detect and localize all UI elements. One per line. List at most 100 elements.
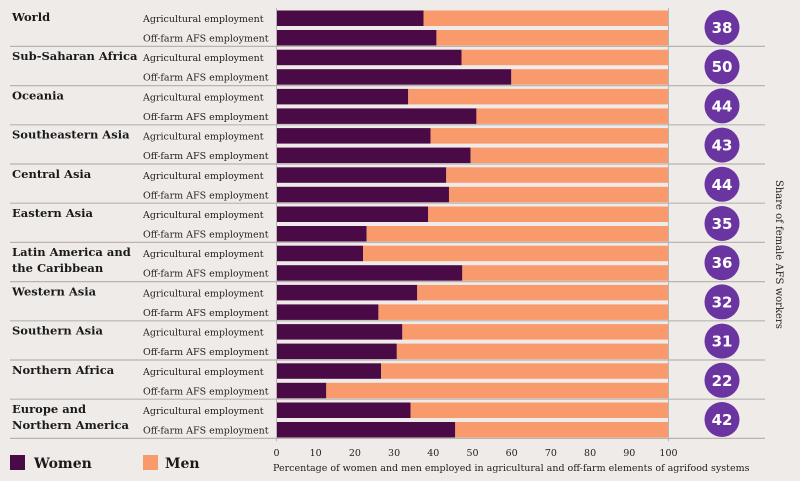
row-label: Agricultural employment — [142, 328, 264, 339]
share-badge-circle — [704, 362, 740, 398]
row-label: Agricultural employment — [142, 92, 264, 103]
share-badge: 42 — [704, 402, 740, 437]
share-badge-circle — [704, 49, 740, 85]
bar-women — [276, 49, 462, 66]
bar-women — [276, 206, 429, 222]
region-label: Eastern Asia — [12, 206, 94, 220]
bar-women — [276, 69, 512, 85]
share-badge-value: 43 — [712, 137, 733, 155]
bar-men — [326, 382, 669, 399]
row-label: Agricultural employment — [142, 14, 264, 25]
x-tick-label: 10 — [310, 448, 322, 459]
bar-women — [276, 147, 471, 164]
region-label: Northern Africa — [12, 363, 115, 377]
row-label: Off-farm AFS employment — [143, 269, 269, 280]
bar-men — [408, 88, 669, 105]
share-badge-value: 50 — [712, 58, 733, 76]
share-badge-value: 31 — [712, 333, 733, 351]
region-label: Europe and — [12, 402, 86, 416]
row-label: Off-farm AFS employment — [143, 112, 269, 123]
bar-group: Oceania Agricultural employment Off-farm A… — [12, 88, 669, 124]
share-badge-circle — [704, 88, 740, 124]
region-label: Southeastern Asia — [12, 128, 130, 142]
row-label: Agricultural employment — [142, 249, 264, 260]
bar-men — [470, 147, 669, 164]
region-label: Central Asia — [12, 167, 92, 181]
bar-men — [436, 30, 669, 46]
share-badge-value: 22 — [712, 372, 733, 390]
bar-women — [276, 304, 379, 320]
side-title: Share of female AFS workers — [773, 180, 784, 329]
row-label: Agricultural employment — [142, 367, 264, 378]
share-badge-circle — [704, 284, 740, 320]
bar-men — [402, 324, 669, 340]
bar-women — [276, 128, 431, 144]
share-badge-value: 42 — [712, 411, 733, 429]
region-label: Oceania — [12, 88, 65, 102]
x-tick-label: 80 — [584, 448, 596, 459]
bar-men — [462, 265, 669, 281]
row-label: Off-farm AFS employment — [143, 151, 269, 162]
share-badge-value: 35 — [712, 215, 733, 233]
share-badge-circle — [704, 206, 740, 241]
bar-men — [455, 422, 669, 438]
share-badge: 44 — [704, 166, 740, 202]
region-label: Sub-Saharan Africa — [12, 49, 138, 63]
bar-women — [276, 10, 424, 26]
share-badge: 38 — [704, 10, 740, 45]
row-label: Agricultural employment — [142, 53, 264, 64]
bar-men — [410, 402, 669, 418]
bar-men — [461, 49, 669, 66]
region-label: World — [11, 10, 50, 24]
bar-women — [276, 422, 456, 438]
bar-women — [276, 88, 409, 105]
bar-men — [428, 206, 669, 222]
legend: Women Men — [10, 455, 200, 472]
x-tick-label: 30 — [388, 448, 400, 459]
legend-label-women: Women — [33, 456, 92, 472]
share-badge: 36 — [704, 245, 740, 281]
share-badge: 32 — [704, 284, 740, 320]
bar-women — [276, 245, 364, 262]
x-tick-label: 20 — [349, 448, 361, 459]
bar-women — [276, 363, 382, 379]
bar-men — [476, 108, 669, 124]
x-tick-label: 70 — [545, 448, 557, 459]
x-axis-title: Percentage of women and men employed in … — [273, 463, 750, 474]
share-badge-circle — [704, 245, 740, 281]
region-label: Latin America and — [12, 245, 131, 259]
bar-men — [446, 167, 669, 183]
region-label: Northern America — [12, 418, 129, 432]
row-label: Off-farm AFS employment — [143, 73, 269, 84]
share-badge: 50 — [704, 49, 740, 85]
bar-group: Sub-Saharan Africa Agricultural employmen… — [12, 49, 669, 85]
row-label: Off-farm AFS employment — [143, 34, 269, 45]
row-label: Agricultural employment — [142, 132, 264, 143]
x-tick-label: 60 — [506, 448, 518, 459]
row-label: Off-farm AFS employment — [143, 190, 269, 201]
bar-group: Eastern Asia Agricultural employment Off-f… — [12, 206, 669, 242]
bar-men — [378, 304, 669, 320]
bar-men — [423, 10, 669, 26]
bar-women — [276, 402, 411, 418]
bar-women — [276, 382, 327, 399]
bar-group: Southeastern Asia Agricultural employment… — [12, 128, 669, 164]
bar-group: Latin America and the Caribbean Agricultur… — [12, 245, 669, 281]
region-label: the Caribbean — [12, 261, 104, 275]
bar-group: Northern Africa Agricultural employment Of… — [12, 363, 669, 399]
share-badge-value: 38 — [712, 19, 733, 37]
bar-men — [430, 128, 669, 144]
row-label: Off-farm AFS employment — [143, 386, 269, 397]
bar-group: Europe and Northern America Agricultural e… — [12, 402, 669, 438]
share-badge: 44 — [704, 88, 740, 124]
legend-label-men: Men — [165, 456, 200, 472]
x-tick-label: 100 — [659, 448, 677, 459]
region-label: Western Asia — [11, 284, 97, 298]
bar-men — [363, 245, 669, 262]
share-badge: 31 — [704, 323, 740, 359]
share-badge-value: 44 — [712, 97, 733, 115]
share-badge-circle — [704, 166, 740, 202]
legend-swatch-men — [143, 455, 158, 470]
bar-women — [276, 167, 447, 183]
